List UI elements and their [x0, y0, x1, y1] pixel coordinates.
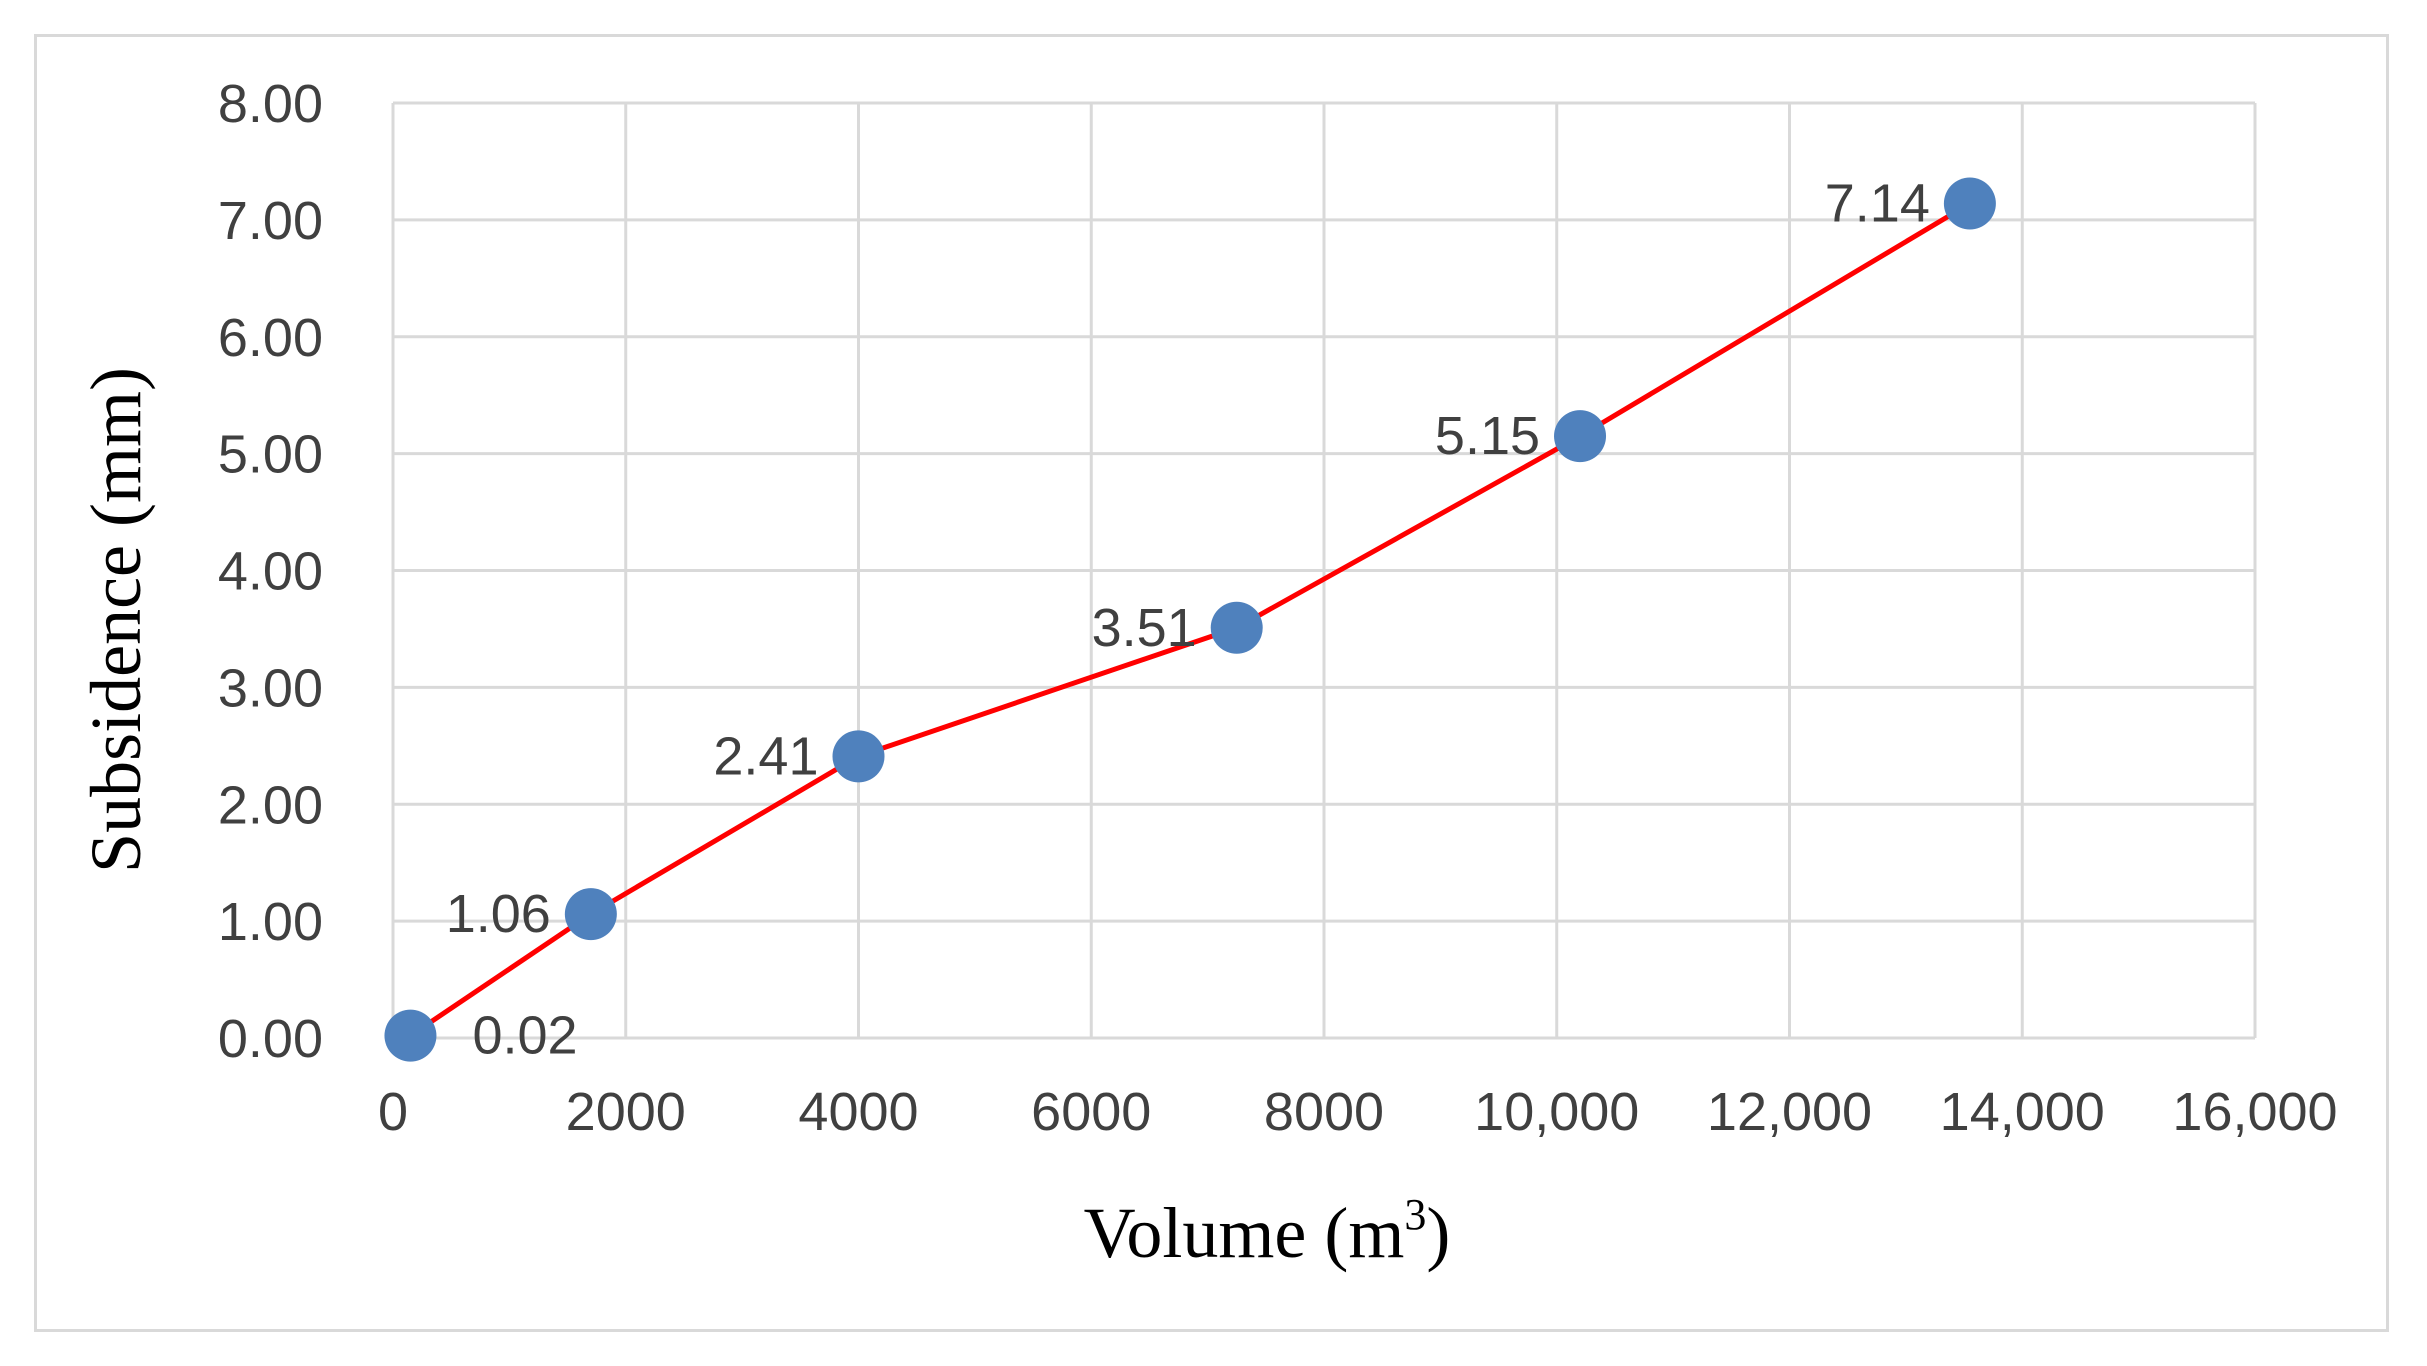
- data-point: [1210, 601, 1263, 654]
- x-tick-label: 16,000: [2172, 1082, 2337, 1142]
- x-axis-ticks: 0 2000 4000 6000 8000 10,000 12,000 14,000 16,00…: [378, 1082, 2338, 1142]
- y-tick-label: 3.00: [218, 658, 323, 718]
- grid: [391, 101, 2257, 1040]
- data-label: 7.14: [1825, 174, 1930, 234]
- y-tick-label: 1.00: [218, 892, 323, 952]
- x-tick-label: 10,000: [1474, 1082, 1639, 1142]
- y-tick-label: 5.00: [218, 425, 323, 485]
- x-tick-label: 6000: [1031, 1082, 1151, 1142]
- x-tick-label: 0: [378, 1082, 408, 1142]
- x-tick-label: 12,000: [1707, 1082, 1872, 1142]
- y-tick-label: 8.00: [218, 74, 323, 134]
- x-axis-title: Volume (m3): [1084, 1190, 1451, 1273]
- x-tick-label: 4000: [798, 1082, 918, 1142]
- data-point: [384, 1009, 437, 1062]
- series: [384, 177, 1996, 1062]
- y-tick-label: 2.00: [218, 775, 323, 835]
- y-axis-ticks: 0.00 1.00 2.00 3.00 4.00 5.00 6.00 7.00 8.00: [218, 74, 323, 1069]
- data-labels: 0.02 1.06 2.41 3.51 5.15 7.14: [446, 174, 1930, 1066]
- data-point: [1943, 177, 1996, 230]
- y-tick-label: 4.00: [218, 542, 323, 602]
- data-label: 5.15: [1435, 406, 1540, 466]
- data-point: [832, 730, 885, 783]
- y-tick-label: 0.00: [218, 1009, 323, 1069]
- x-tick-label: 14,000: [1940, 1082, 2105, 1142]
- data-point: [564, 888, 617, 941]
- data-label: 3.51: [1092, 598, 1197, 658]
- series-line: [409, 201, 1972, 1038]
- y-tick-label: 7.00: [218, 191, 323, 251]
- data-label: 1.06: [446, 884, 551, 944]
- chart-frame: [34, 34, 2389, 1332]
- x-tick-label: 8000: [1264, 1082, 1384, 1142]
- x-tick-label: 2000: [566, 1082, 686, 1142]
- y-tick-label: 6.00: [218, 308, 323, 368]
- data-point: [1554, 410, 1607, 463]
- y-axis-title: Subsidence (mm): [76, 367, 156, 873]
- data-label: 0.02: [472, 1006, 577, 1066]
- data-label: 2.41: [713, 726, 818, 786]
